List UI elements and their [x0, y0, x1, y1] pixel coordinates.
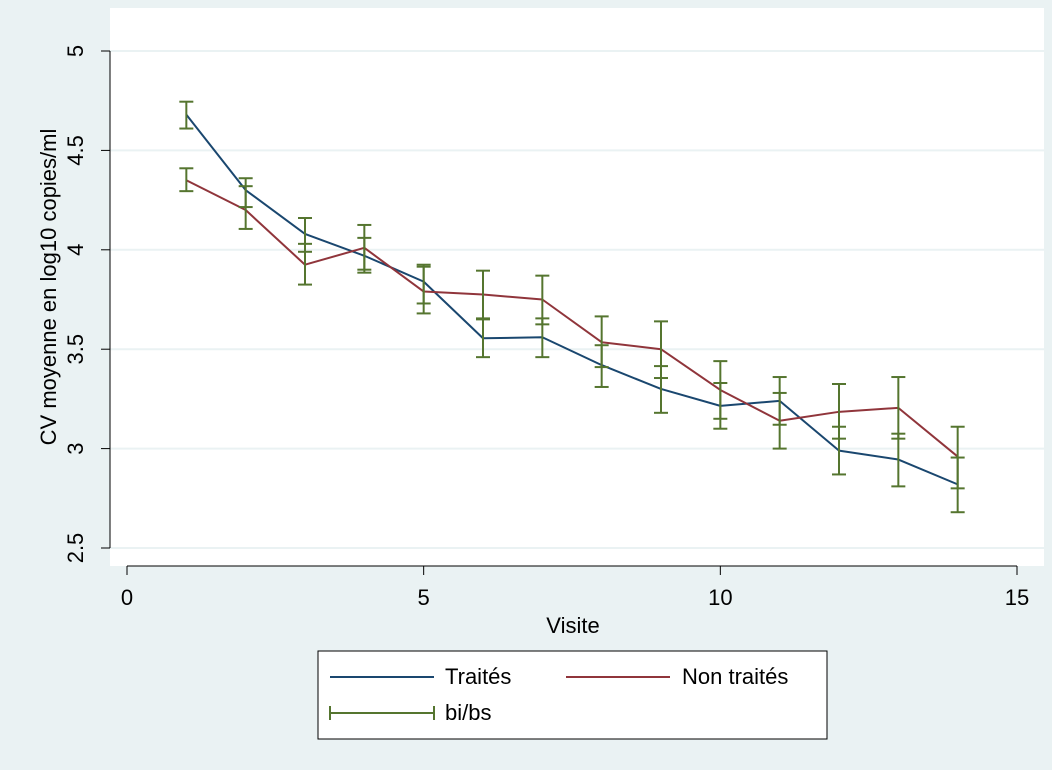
- errorbar-non-traites-7: [535, 274, 550, 326]
- y-axis-label: CV moyenne en log10 copies/ml: [36, 129, 61, 446]
- series-line-non-traites: [185, 179, 959, 458]
- legend-label-bibs: bi/bs: [445, 700, 491, 725]
- errorbar-non-traites-12: [832, 382, 846, 440]
- errorbar-layer: [179, 100, 965, 514]
- errorbar-non-traites-13: [891, 376, 906, 440]
- series-line-traites: [185, 113, 959, 486]
- errorbar-non-traites-14: [950, 425, 965, 490]
- errorbar-non-traites-4: [357, 223, 372, 271]
- errorbar-non-traites-9: [654, 320, 668, 380]
- errorbar-non-traites-1: [179, 167, 194, 193]
- x-tick-label-2: 10: [708, 585, 732, 610]
- legend-label-non-traites: Non traités: [682, 664, 788, 689]
- x-tick-label-3: 15: [1005, 585, 1029, 610]
- axes: 2.5 3 3.5 4 4.5 5 0 5 10 15: [63, 45, 1029, 610]
- y-tick-label-0: 2.5: [63, 533, 88, 564]
- y-tick-label-2: 3.5: [63, 334, 88, 365]
- y-tick-label-4: 4.5: [63, 135, 88, 166]
- errorbar-non-traites-8: [594, 315, 609, 369]
- legend-swatch-bibs: [329, 706, 435, 720]
- errorbar-traites-1: [179, 100, 194, 130]
- plot-area: [110, 8, 1044, 566]
- errorbar-non-traites-3: [298, 242, 312, 286]
- x-tick-label-1: 5: [418, 585, 430, 610]
- series-layer: [185, 113, 959, 486]
- legend-label-traites: Traités: [445, 664, 511, 689]
- gridlines: [110, 50, 1044, 549]
- errorbar-non-traites-2: [238, 185, 253, 230]
- x-tick-label-0: 0: [121, 585, 133, 610]
- y-tick-label-3: 4: [63, 244, 88, 256]
- errorbar-non-traites-11: [772, 391, 787, 450]
- y-tick-label-5: 5: [63, 45, 88, 57]
- legend: Traités Non traités bi/bs: [317, 650, 828, 740]
- x-axis-label: Visite: [546, 613, 599, 638]
- legend-box: [317, 650, 828, 740]
- errorbar-non-traites-6: [476, 269, 490, 321]
- y-tick-label-1: 3: [63, 442, 88, 454]
- errorbar-non-traites-5: [416, 265, 431, 315]
- errorbar-non-traites-10: [713, 360, 728, 420]
